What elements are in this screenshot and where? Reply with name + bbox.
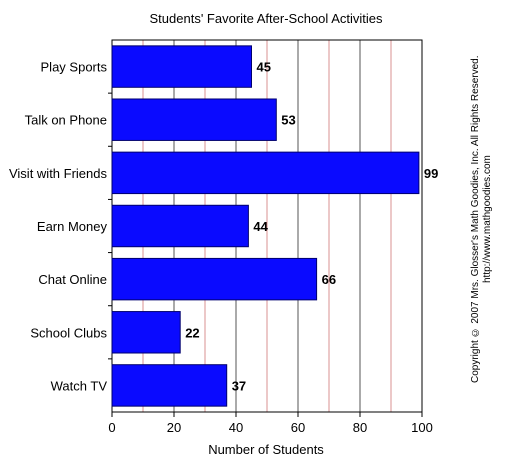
copyright-notice: Copyright © 2007 Mrs. Glosser's Math Goo…	[470, 34, 507, 404]
category-label: Chat Online	[38, 272, 107, 287]
copyright-url: http://www.mathgoodies.com	[482, 155, 493, 283]
data-label: 66	[322, 272, 336, 287]
bar	[111, 257, 318, 301]
data-label: 45	[257, 60, 271, 75]
bar	[111, 98, 277, 141]
x-tick-label: 80	[353, 420, 367, 435]
bar	[111, 151, 420, 195]
copyright-text: Copyright © 2007 Mrs. Glosser's Math Goo…	[470, 55, 481, 383]
category-label: Talk on Phone	[25, 113, 107, 128]
bar	[111, 45, 252, 88]
chart-title: Students' Favorite After-School Activiti…	[150, 11, 383, 26]
x-tick-label: 60	[291, 420, 305, 435]
x-tick-label: 40	[229, 420, 243, 435]
data-label: 22	[185, 325, 199, 340]
x-tick-label: 0	[108, 420, 115, 435]
x-axis-label: Number of Students	[208, 442, 324, 457]
data-label: 99	[424, 166, 438, 181]
category-label: Watch TV	[51, 378, 108, 393]
category-label: Visit with Friends	[9, 166, 108, 181]
category-label: Earn Money	[37, 219, 108, 234]
x-tick-label: 100	[411, 420, 433, 435]
x-tick-label: 20	[167, 420, 181, 435]
bar	[111, 311, 181, 354]
category-label: School Clubs	[30, 325, 107, 340]
data-label: 44	[253, 219, 268, 234]
data-label: 53	[281, 113, 295, 128]
bar	[111, 364, 228, 407]
bar	[111, 204, 249, 248]
plot-area: 0 20 40 60 80 100 Play Sports 45 Talk on Phone 53…	[9, 39, 438, 435]
category-label: Play Sports	[41, 60, 108, 75]
data-label: 37	[232, 378, 246, 393]
